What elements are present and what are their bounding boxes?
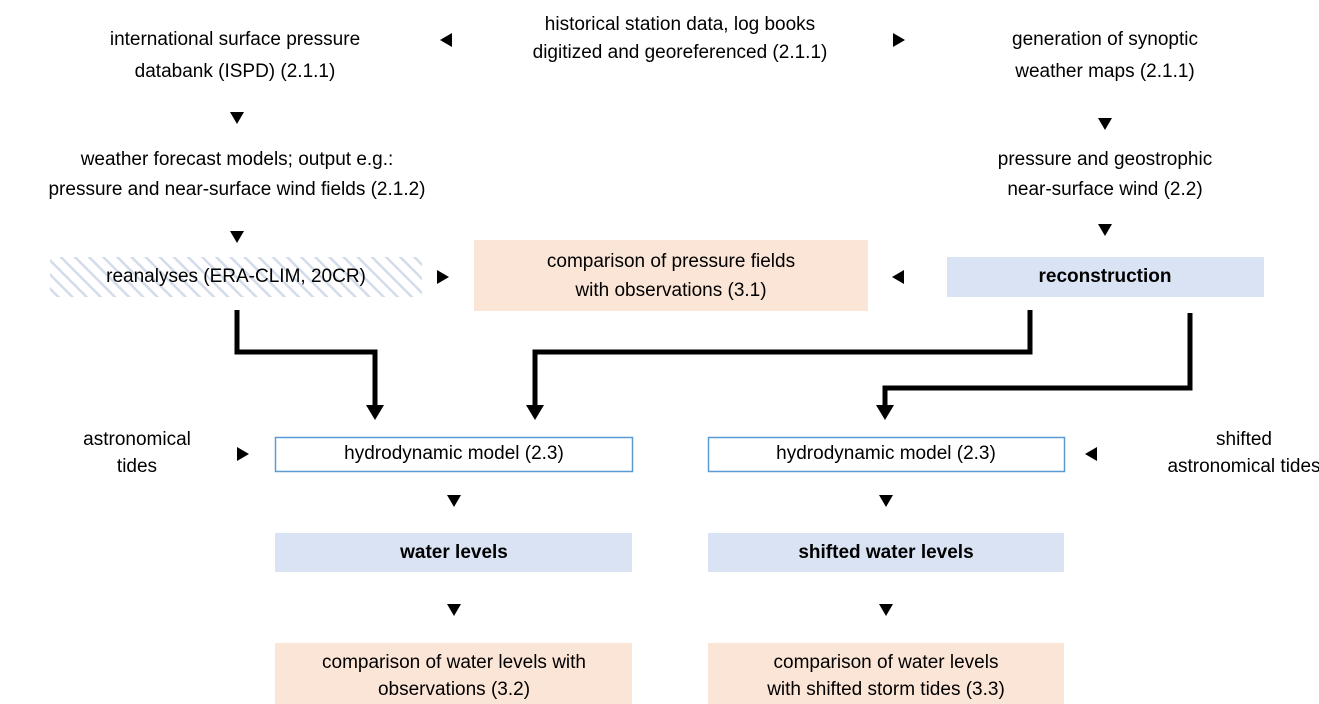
node-text: with observations (3.1): [574, 280, 766, 301]
node-text: with shifted storm tides (3.3): [766, 679, 1005, 700]
connector: [234, 310, 378, 408]
comparison-box: [275, 643, 632, 704]
arrows: [230, 33, 1112, 616]
model-box: [707, 436, 1066, 473]
connector: [882, 313, 1193, 408]
node-text: shifted water levels: [798, 542, 973, 563]
node-text: astronomical tides: [1167, 456, 1319, 477]
reconstruction-box: [947, 257, 1264, 297]
node-text: international surface pressure: [110, 29, 360, 50]
arrow-head: [526, 405, 544, 420]
node-text: weather maps (2.1.1): [1014, 61, 1195, 82]
node-text: near-surface wind (2.2): [1007, 179, 1202, 200]
node-text: generation of synoptic: [1012, 29, 1198, 50]
node-text: hydrodynamic model (2.3): [776, 443, 996, 464]
node-text: comparison of water levels with: [322, 652, 586, 673]
node-text: comparison of pressure fields: [547, 251, 795, 272]
node-text: tides: [117, 456, 157, 477]
node-text: digitized and georeferenced (2.1.1): [533, 42, 828, 63]
node-text: reconstruction: [1038, 266, 1171, 287]
comparison-box: [708, 643, 1064, 704]
water-levels-box: [708, 533, 1064, 572]
node-text: weather forecast models; output e.g.:: [80, 149, 394, 170]
node-text: databank (ISPD) (2.1.1): [135, 61, 336, 82]
node-text: reanalyses (ERA-CLIM, 20CR): [106, 266, 366, 287]
node-text: pressure and near-surface wind fields (2…: [48, 179, 425, 200]
node-text: comparison of water levels: [774, 652, 999, 673]
water-levels-box: [275, 533, 632, 572]
connector: [532, 310, 1033, 408]
node-text: historical station data, log books: [545, 14, 815, 35]
labels: historical station data, log books digit…: [48, 14, 1319, 700]
reanalyses-box: [50, 257, 422, 297]
node-text: observations (3.2): [378, 679, 530, 700]
arrow-head: [876, 405, 894, 420]
comparison-box: [474, 240, 868, 311]
arrow-head: [366, 405, 384, 420]
node-text: astronomical: [83, 429, 191, 450]
node-text: shifted: [1216, 429, 1272, 450]
node-text: pressure and geostrophic: [998, 149, 1212, 170]
node-text: hydrodynamic model (2.3): [344, 443, 564, 464]
node-text: water levels: [399, 542, 508, 563]
model-box: [274, 436, 634, 473]
